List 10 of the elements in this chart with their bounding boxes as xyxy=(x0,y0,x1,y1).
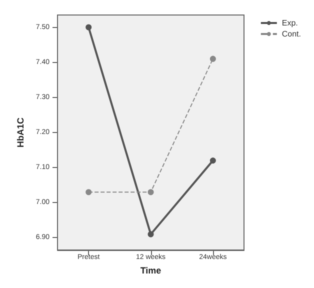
point xyxy=(148,189,154,196)
x-axis-title: Time xyxy=(140,266,162,276)
point xyxy=(210,158,216,164)
legend-label: Cont. xyxy=(282,30,302,38)
point xyxy=(148,231,154,238)
legend-label: Exp. xyxy=(282,18,298,28)
point xyxy=(210,56,216,62)
point xyxy=(86,189,92,196)
point xyxy=(86,24,92,30)
y-axis-title: HbA1C xyxy=(16,117,26,148)
